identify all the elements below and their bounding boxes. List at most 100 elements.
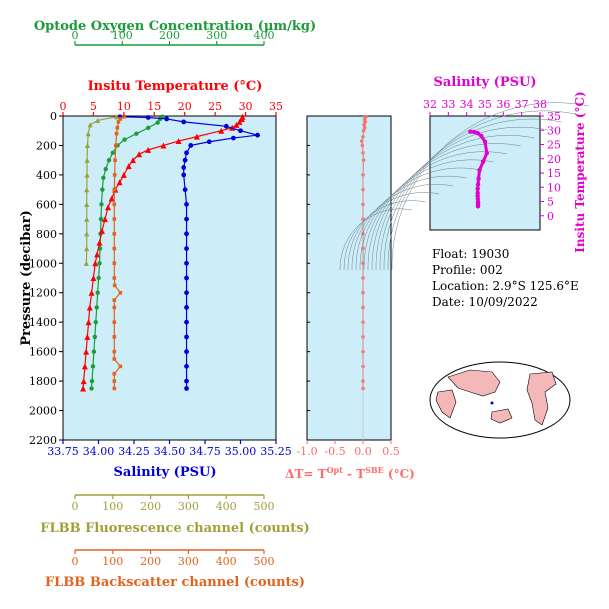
ts-point xyxy=(475,204,481,209)
salinity-axis-title: Salinity (PSU) xyxy=(114,465,217,480)
ts-point xyxy=(482,139,488,144)
temperature-tick-label: 35 xyxy=(269,100,283,113)
oxygen-point xyxy=(93,319,98,325)
fluorescence-point xyxy=(84,157,90,163)
ts-temperature-tick-label: 10 xyxy=(547,181,561,194)
main-plot-marks xyxy=(80,113,260,392)
backscatter-point xyxy=(122,114,126,119)
salinity-point xyxy=(188,143,194,148)
pressure-tick-label: 800 xyxy=(36,228,57,241)
backscatter-point xyxy=(112,217,117,221)
delta-t-title-part1: ΔT= T xyxy=(285,467,326,481)
ts-salinity-tick-label: 35 xyxy=(478,98,492,111)
salinity-point xyxy=(184,150,189,156)
salinity-tick-label: 34.75 xyxy=(189,445,221,458)
backscatter-point xyxy=(112,305,117,310)
salinity-point xyxy=(184,260,189,266)
salinity-point xyxy=(184,386,189,391)
salinity-tick-label: 35.00 xyxy=(225,445,257,458)
temperature-axis-title: Insitu Temperature (°C) xyxy=(88,79,263,94)
delta-t-panel: -1.0 -0.5 0.0 0.5 xyxy=(296,114,400,458)
salinity-tick-label: 34.50 xyxy=(154,445,186,458)
delta-t-point xyxy=(361,158,366,162)
ts-point xyxy=(475,182,481,187)
temperature-point xyxy=(86,304,93,311)
fluorescence-point xyxy=(84,231,90,237)
salinity-point xyxy=(184,363,189,369)
salinity-tick-label: 34.25 xyxy=(118,445,150,458)
temperature-point xyxy=(90,275,97,281)
oxygen-point xyxy=(100,187,105,192)
ts-point xyxy=(471,129,477,135)
ts-salinity-tick-label: 32 xyxy=(423,98,437,111)
world-map-inset xyxy=(429,361,571,439)
ts-salinity-tick-label: 34 xyxy=(460,98,474,111)
pressure-tick-label: 200 xyxy=(36,139,57,152)
salinity-point xyxy=(164,116,170,122)
delta-t-axes: -1.0 -0.5 0.0 0.5 xyxy=(296,115,400,458)
world-map-land-asia xyxy=(447,369,501,397)
pressure-tick-label: 2000 xyxy=(29,405,57,418)
oxygen-tick-label: 300 xyxy=(206,29,227,42)
temperature-point xyxy=(108,195,115,202)
pressure-tick-label: 0 xyxy=(50,110,57,123)
temperature-point xyxy=(85,319,92,326)
salinity-point xyxy=(182,157,188,163)
backscatter-axis-title: FLBB Backscatter channel (counts) xyxy=(45,575,305,590)
backscatter-tick-label: 500 xyxy=(254,555,275,568)
backscatter-point xyxy=(112,232,117,236)
temperature-point xyxy=(101,216,108,223)
delta-t-point xyxy=(362,125,367,130)
backscatter-point xyxy=(114,131,119,136)
oxygen-point xyxy=(122,137,127,142)
float-location-marker xyxy=(490,401,494,405)
temperature-point xyxy=(94,251,101,258)
oxygen-point xyxy=(134,131,139,136)
delta-t-tick-label: -0.5 xyxy=(324,445,345,458)
salinity-point xyxy=(255,132,260,138)
oxygen-tick-label: 400 xyxy=(254,29,275,42)
ts-temperature-tick-label: 20 xyxy=(547,153,561,166)
world-map-land-africa xyxy=(435,389,457,419)
oxygen-point xyxy=(110,150,116,156)
fluorescence-point xyxy=(84,187,90,193)
temperature-point xyxy=(98,227,105,234)
delta-t-tick-label: 0.5 xyxy=(382,445,400,458)
ts-point xyxy=(480,159,486,164)
float-id-text: Float: 19030 xyxy=(432,247,509,261)
temperature-point xyxy=(116,179,123,186)
fluorescence-tick-label: 200 xyxy=(140,500,161,513)
salinity-point xyxy=(184,201,189,207)
fluorescence-point xyxy=(87,122,93,128)
fluorescence-tick-label: 100 xyxy=(102,500,123,513)
ts-point xyxy=(475,186,480,191)
ts-point xyxy=(484,150,490,156)
ts-temperature-tick-label: 5 xyxy=(547,196,554,209)
temperature-point xyxy=(81,363,88,370)
ts-density-contour xyxy=(391,102,589,271)
ts-salinity-tick-label: 37 xyxy=(515,98,529,111)
oxygen-point xyxy=(92,334,98,340)
delta-t-title-unit: (°C) xyxy=(384,467,415,481)
pressure-tick-label: 1400 xyxy=(29,316,57,329)
delta-t-point xyxy=(363,120,368,124)
pressure-tick-label: 600 xyxy=(36,198,57,211)
salinity-point xyxy=(184,246,189,251)
backscatter-point xyxy=(118,364,123,369)
ts-point xyxy=(475,130,480,136)
backscatter-point xyxy=(112,173,117,177)
oxygen-point xyxy=(106,157,112,163)
backscatter-tick-label: 0 xyxy=(72,555,79,568)
location-text: Location: 2.9°S 125.6°E xyxy=(432,279,579,293)
fluorescence-point xyxy=(113,114,120,120)
temperature-tick-label: 20 xyxy=(178,100,192,113)
delta-t-title-sup1: Opt xyxy=(327,465,344,475)
temperature-point xyxy=(193,133,200,140)
backscatter-point xyxy=(112,320,117,324)
backscatter-point xyxy=(112,246,117,251)
temperature-point xyxy=(96,239,103,246)
backscatter-point xyxy=(112,298,117,302)
temperature-point xyxy=(136,151,143,158)
